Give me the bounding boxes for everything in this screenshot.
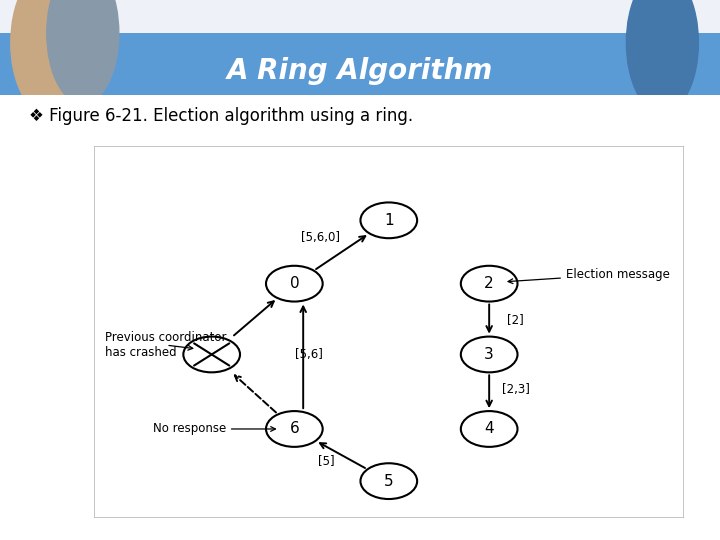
Ellipse shape <box>47 0 119 104</box>
Circle shape <box>266 266 323 301</box>
Text: 5: 5 <box>384 474 394 489</box>
Text: 6: 6 <box>289 422 300 436</box>
Ellipse shape <box>11 0 83 113</box>
Circle shape <box>461 336 518 373</box>
Text: 4: 4 <box>485 422 494 436</box>
Text: [5,6]: [5,6] <box>295 348 323 361</box>
Circle shape <box>184 336 240 373</box>
Text: No response: No response <box>153 422 276 435</box>
FancyBboxPatch shape <box>0 0 720 94</box>
Circle shape <box>361 463 417 499</box>
Text: ❖ Figure 6-21. Election algorithm using a ring.: ❖ Figure 6-21. Election algorithm using … <box>29 107 413 125</box>
Text: Previous coordinator
has crashed: Previous coordinator has crashed <box>105 331 227 359</box>
Circle shape <box>361 202 417 238</box>
Text: 1: 1 <box>384 213 394 228</box>
Text: [2]: [2] <box>508 313 524 326</box>
Text: 2: 2 <box>485 276 494 291</box>
Text: Election message: Election message <box>508 268 670 284</box>
Circle shape <box>461 411 518 447</box>
Ellipse shape <box>626 0 698 113</box>
FancyBboxPatch shape <box>0 33 720 94</box>
Text: [5]: [5] <box>318 454 335 467</box>
Text: A Ring Algorithm: A Ring Algorithm <box>227 57 493 85</box>
Text: 0: 0 <box>289 276 299 291</box>
Circle shape <box>461 266 518 301</box>
FancyBboxPatch shape <box>0 0 720 52</box>
FancyBboxPatch shape <box>94 146 684 518</box>
Text: [2,3]: [2,3] <box>502 383 530 396</box>
Text: 3: 3 <box>485 347 494 362</box>
Text: [5,6,0]: [5,6,0] <box>302 231 341 244</box>
Circle shape <box>266 411 323 447</box>
